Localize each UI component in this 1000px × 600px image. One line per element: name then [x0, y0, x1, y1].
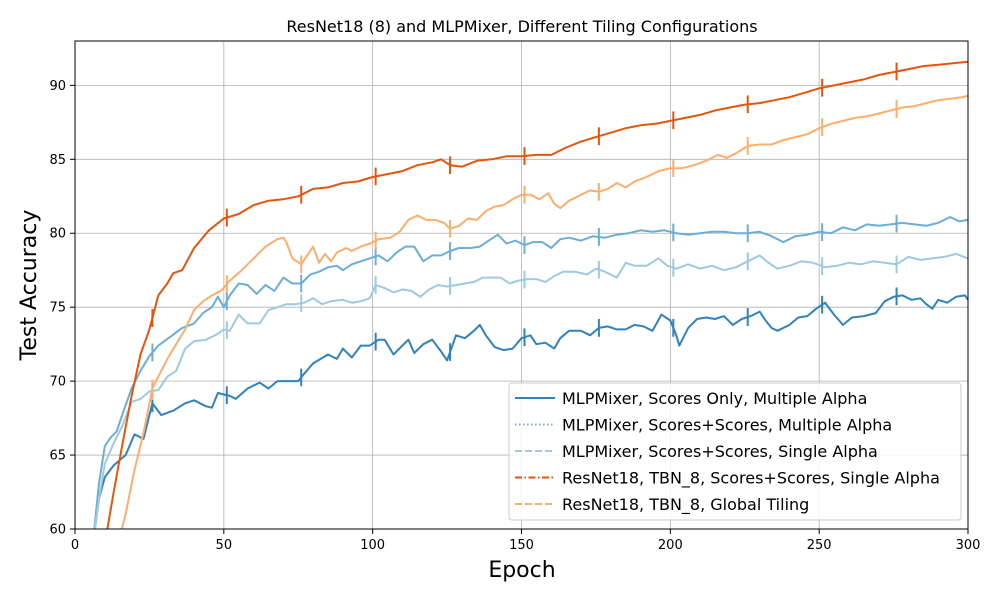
- x-tick-label: 150: [509, 538, 534, 553]
- series-3: [93, 252, 968, 529]
- legend-label: ResNet18, TBN_8, Scores+Scores, Single A…: [562, 469, 940, 489]
- series-line: [93, 216, 968, 529]
- legend-label: MLPMixer, Scores+Scores, Multiple Alpha: [562, 416, 892, 435]
- series-line: [93, 294, 968, 529]
- x-axis-title: Epoch: [488, 558, 555, 583]
- y-tick-label: 75: [49, 301, 66, 316]
- series-2: [93, 214, 968, 529]
- x-tick-label: 50: [216, 538, 233, 553]
- x-tick-label: 0: [71, 538, 79, 553]
- x-tick-label: 250: [807, 538, 832, 553]
- y-axis-title: Test Accuracy: [17, 210, 42, 362]
- y-tick-label: 85: [49, 153, 66, 168]
- series-line: [106, 60, 968, 529]
- series-1: [93, 287, 968, 529]
- legend-label: MLPMixer, Scores+Scores, Single Alpha: [562, 442, 878, 461]
- legend-box: [508, 382, 962, 521]
- series-line: [93, 252, 968, 529]
- series-lines: [93, 60, 968, 529]
- y-tick-label: 80: [49, 227, 66, 242]
- x-tick-label: 200: [658, 538, 683, 553]
- legend-label: ResNet18, TBN_8, Global Tiling: [562, 495, 809, 515]
- y-tick-label: 70: [49, 375, 66, 390]
- chart-title: ResNet18 (8) and MLPMixer, Different Til…: [286, 17, 757, 36]
- series-line: [120, 94, 968, 529]
- y-tick-label: 90: [49, 79, 66, 94]
- y-tick-label: 65: [49, 449, 66, 464]
- x-tick-label: 100: [360, 538, 385, 553]
- series-4: [106, 60, 968, 529]
- legend: MLPMixer, Scores Only, Multiple Alpha MLP…: [508, 382, 962, 521]
- legend-label: MLPMixer, Scores Only, Multiple Alpha: [562, 389, 867, 408]
- axis-ticks: 0 50 100 150 200 250 300 60 65 70 75 80 85 90: [49, 79, 980, 553]
- y-tick-label: 60: [49, 523, 66, 538]
- series-5: [120, 94, 968, 529]
- x-tick-label: 300: [956, 538, 981, 553]
